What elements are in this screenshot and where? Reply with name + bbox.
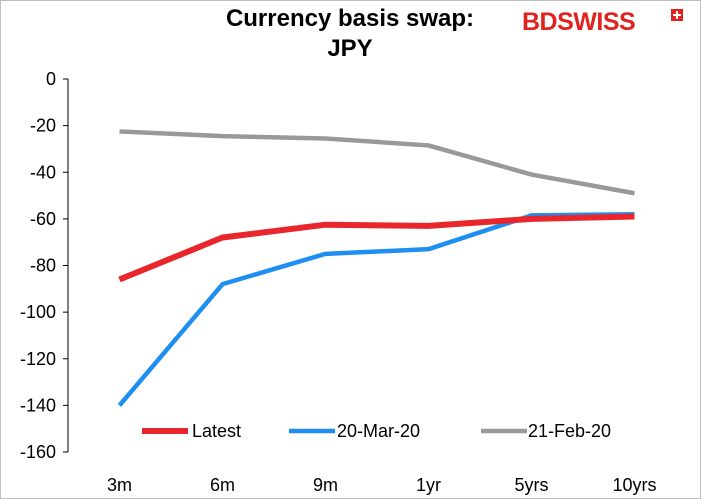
series-lines <box>117 129 635 407</box>
y-tick-label: -100 <box>20 302 56 322</box>
chart-title-line1: Currency basis swap: <box>225 5 475 32</box>
x-tick-label: 9m <box>313 475 338 495</box>
chart-title-line2: JPY <box>327 35 373 62</box>
logo-text-swiss: SWISS <box>557 8 636 36</box>
x-tick-label: 3m <box>107 475 132 495</box>
y-tick-label: -20 <box>30 116 56 136</box>
chart-title: Currency basis swap: JPY <box>150 4 550 64</box>
axes: 0 -20 -40 -60 -80 -100 -120 -140 -160 3m 6m 9m 1yr 5y… <box>20 69 657 495</box>
y-tick-label: -120 <box>20 349 56 369</box>
legend-label-latest: Latest <box>192 421 241 441</box>
legend: Latest 20-Mar-20 21-Feb-20 <box>142 421 611 441</box>
y-tick-label: -160 <box>20 442 56 462</box>
legend-label-21-feb-20: 21-Feb-20 <box>528 421 611 441</box>
x-tick-label: 5yrs <box>514 475 548 495</box>
x-tick-label: 1yr <box>416 475 441 495</box>
x-tick-label: 10yrs <box>612 475 656 495</box>
logo-text-bd: BD <box>522 8 558 36</box>
y-tick-label: -40 <box>30 162 56 182</box>
series-line-latest <box>118 213 635 283</box>
y-tick-label: 0 <box>46 69 56 89</box>
bdswiss-logo: BDSWISS <box>522 8 636 37</box>
legend-label-20-mar-20: 20-Mar-20 <box>337 421 420 441</box>
y-tick-label: -60 <box>30 209 56 229</box>
y-tick-label: -140 <box>20 395 56 415</box>
series-line-21-feb-20 <box>119 129 635 196</box>
x-tick-label: 6m <box>210 475 235 495</box>
y-tick-label: -80 <box>30 256 56 276</box>
series-line-20-mar-20 <box>117 211 635 407</box>
swiss-cross-icon <box>671 9 683 21</box>
